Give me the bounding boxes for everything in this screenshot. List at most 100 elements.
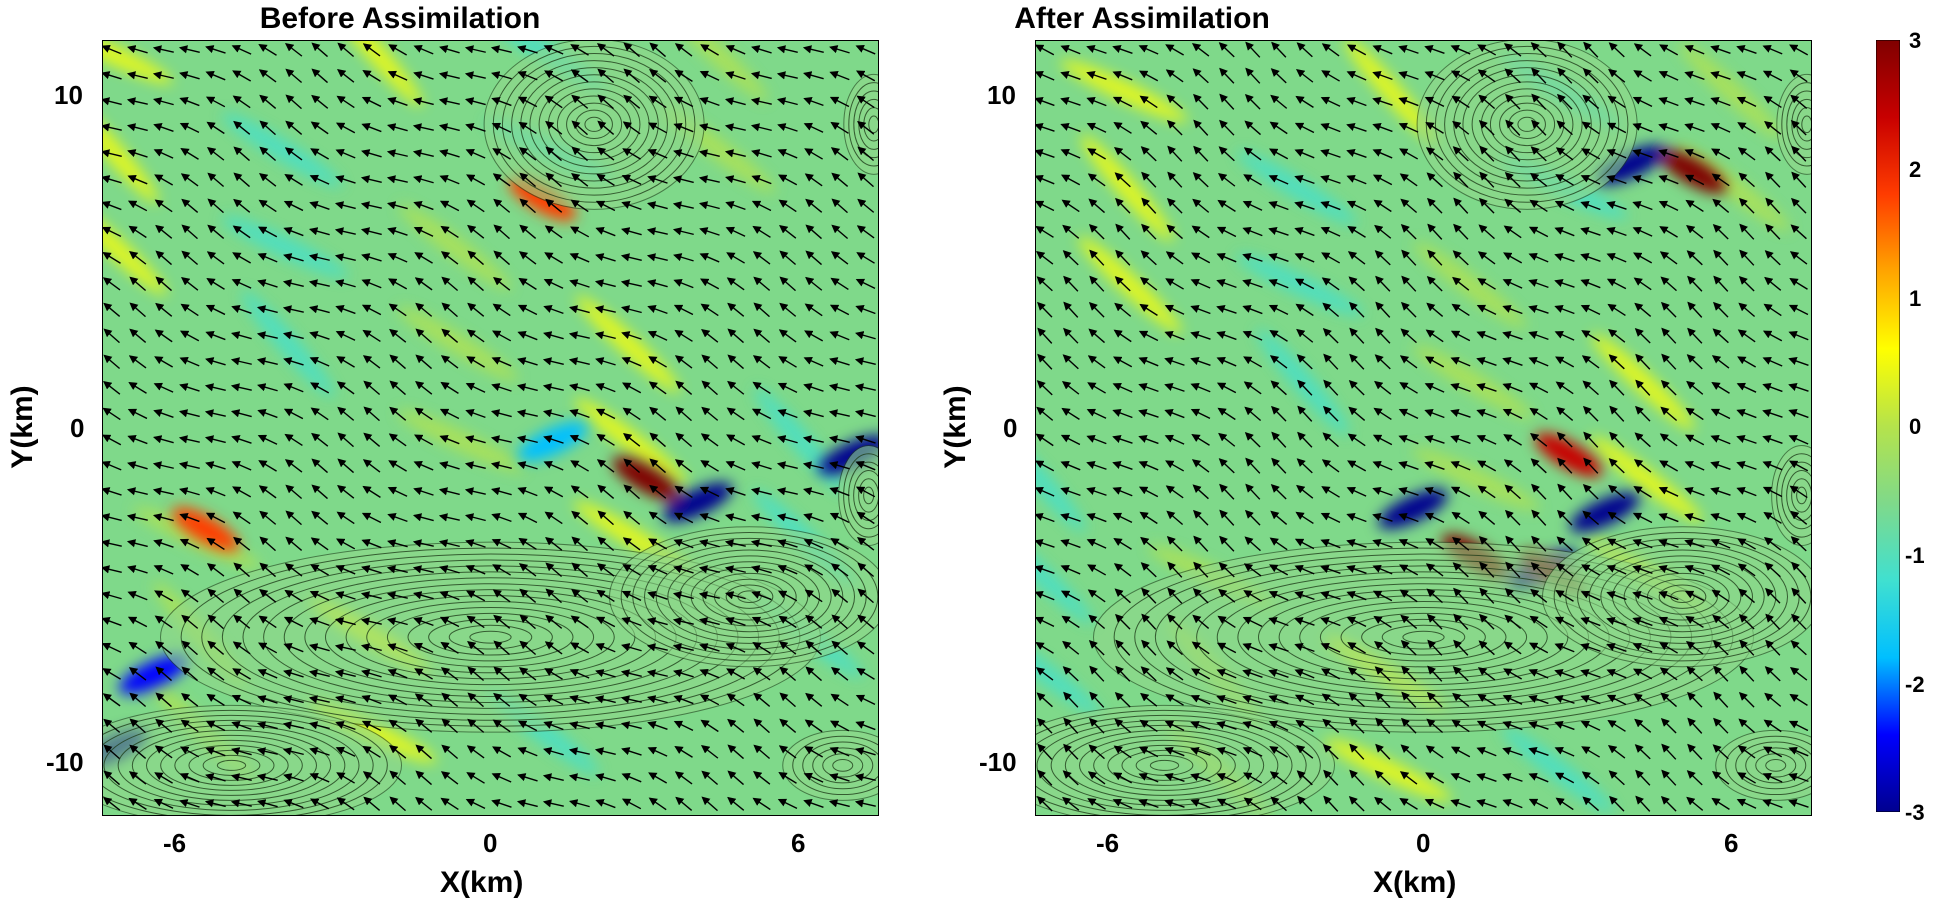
wind-arrow	[179, 122, 200, 134]
wind-arrow	[126, 97, 148, 106]
wind-arrow	[128, 225, 147, 239]
wind-arrow	[491, 538, 512, 549]
wind-arrow	[544, 95, 563, 109]
wind-arrow	[178, 45, 200, 54]
wind-arrow	[153, 435, 174, 444]
wind-arrow	[596, 173, 615, 186]
wind-arrow	[803, 356, 824, 367]
wind-arrow	[621, 227, 642, 236]
wind-arrow	[231, 460, 252, 471]
wind-arrow	[517, 461, 538, 470]
wind-arrow	[857, 146, 875, 162]
wind-arrow	[776, 487, 798, 496]
wind-arrow	[857, 172, 874, 188]
wind-arrow	[412, 565, 434, 574]
wind-arrow	[752, 251, 771, 265]
wind-arrow	[387, 252, 408, 263]
wind-arrow	[491, 356, 512, 367]
wind-arrow	[597, 484, 615, 499]
wind-arrow	[491, 487, 512, 496]
wind-arrow	[675, 406, 692, 422]
wind-arrow	[571, 510, 589, 525]
colorbar	[1876, 40, 1900, 812]
wind-arrow	[232, 225, 251, 239]
wind-arrow	[750, 71, 772, 80]
wind-arrow	[283, 253, 304, 262]
wind-arrow	[516, 435, 538, 444]
wind-arrow	[387, 70, 408, 81]
wind-arrow	[517, 304, 538, 316]
wind-arrow	[803, 383, 824, 392]
wind-arrow	[828, 409, 850, 418]
wind-arrow	[129, 328, 147, 343]
field-streak	[241, 290, 335, 398]
wind-arrow	[311, 68, 328, 84]
wind-arrow	[595, 226, 616, 237]
wind-arrow	[259, 536, 276, 552]
wind-arrow	[517, 486, 538, 497]
wind-arrow	[830, 251, 849, 265]
wind-arrow	[802, 409, 824, 418]
wind-arrow	[725, 44, 746, 55]
wind-arrow	[259, 146, 277, 162]
wind-arrow	[855, 331, 876, 340]
wind-arrow	[258, 485, 277, 499]
left-panel-title: Before Assimilation	[259, 2, 541, 35]
wind-arrow	[675, 380, 693, 395]
wind-arrow	[439, 408, 460, 420]
wind-arrow	[776, 45, 798, 54]
wind-arrow	[387, 539, 408, 548]
wind-arrow	[205, 45, 226, 54]
wind-arrow	[726, 407, 745, 421]
wind-arrow	[207, 172, 225, 188]
wind-arrow	[256, 305, 278, 314]
wind-arrow	[542, 357, 564, 366]
wind-arrow	[646, 201, 668, 210]
wind-arrow	[724, 97, 746, 106]
wind-arrow	[569, 252, 590, 263]
wind-arrow	[854, 383, 876, 392]
wind-arrow	[727, 380, 745, 395]
wind-arrow	[570, 460, 589, 472]
wind-arrow	[700, 460, 719, 472]
wind-arrow	[152, 71, 174, 80]
wind-arrow	[621, 331, 642, 340]
wind-arrow	[803, 97, 824, 107]
wind-arrow	[856, 252, 875, 264]
wind-arrow	[595, 382, 616, 393]
wind-arrow	[205, 70, 226, 81]
wind-arrow	[623, 458, 641, 474]
wind-arrow	[648, 356, 667, 368]
wind-arrow	[828, 383, 850, 392]
wind-arrow	[673, 565, 694, 574]
wind-arrow	[570, 226, 590, 238]
wind-arrow	[259, 510, 277, 525]
wind-arrow	[153, 539, 174, 548]
wind-arrow	[413, 71, 434, 80]
wind-arrow	[623, 42, 641, 58]
wind-arrow	[310, 382, 330, 394]
wind-arrow	[648, 381, 667, 395]
wind-arrow	[231, 305, 252, 314]
wind-arrow	[569, 383, 590, 392]
wind-arrow	[672, 201, 694, 210]
wind-arrow	[103, 380, 121, 395]
wind-arrow	[285, 120, 303, 135]
right-ylabel: Y(km)	[939, 385, 972, 469]
wind-arrow	[206, 121, 225, 135]
wind-arrow	[699, 70, 720, 81]
terrain-contour	[620, 532, 879, 662]
wind-arrow	[152, 513, 174, 522]
wind-arrow	[830, 121, 849, 134]
right-xtick-6: 6	[1724, 828, 1739, 858]
wind-arrow	[700, 44, 719, 56]
wind-arrow	[284, 43, 303, 57]
wind-arrow	[439, 565, 460, 574]
wind-arrow	[542, 383, 564, 392]
wind-arrow	[440, 251, 459, 265]
wind-arrow	[620, 279, 642, 288]
wind-arrow	[336, 95, 355, 109]
wind-arrow	[829, 304, 850, 316]
wind-arrow	[570, 44, 589, 56]
wind-arrow	[441, 328, 459, 343]
